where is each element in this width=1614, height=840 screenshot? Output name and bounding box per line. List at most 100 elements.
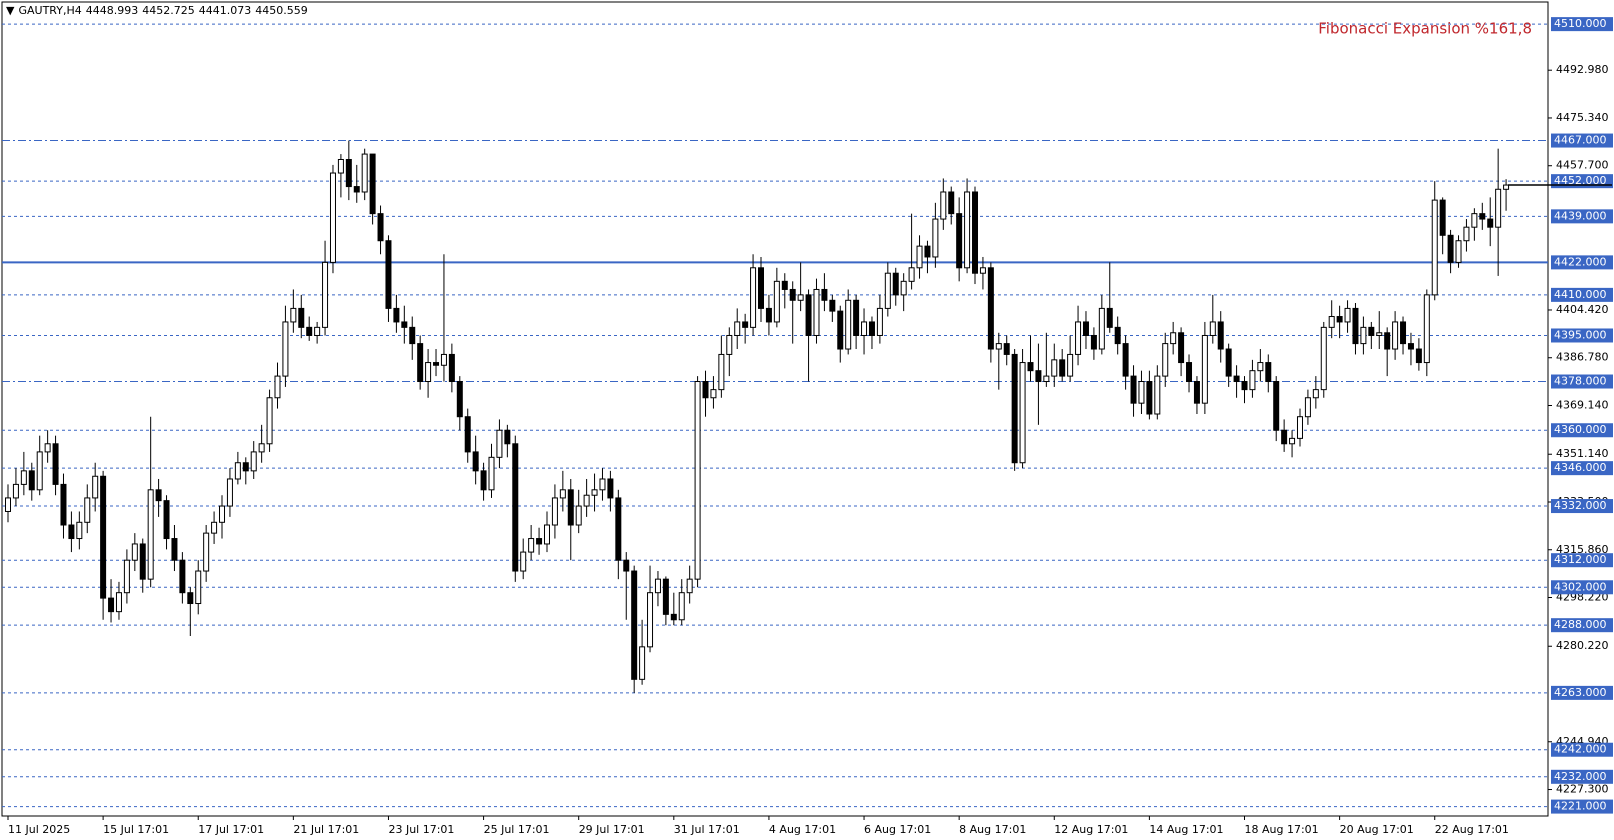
candle-body bbox=[1495, 188, 1502, 228]
candle-body bbox=[456, 381, 463, 418]
level-label-box bbox=[1551, 580, 1613, 595]
candle-body bbox=[1463, 226, 1470, 242]
candle-body bbox=[401, 321, 408, 328]
candle-body bbox=[203, 532, 210, 572]
level-label-box bbox=[1551, 209, 1613, 224]
candle-body bbox=[1376, 332, 1383, 336]
candle-body bbox=[948, 191, 955, 215]
candle-body bbox=[972, 191, 979, 274]
candle-body bbox=[861, 321, 868, 336]
candle-body bbox=[599, 478, 606, 491]
level-label: 4395.000 bbox=[1554, 328, 1607, 341]
candles bbox=[5, 140, 1510, 693]
candle-body bbox=[219, 505, 226, 523]
candle-body bbox=[956, 213, 963, 269]
candle-body bbox=[52, 443, 59, 485]
candle-body bbox=[924, 245, 931, 258]
candle-body bbox=[1328, 316, 1335, 328]
candle-body bbox=[678, 592, 685, 621]
candle-body bbox=[758, 267, 764, 309]
candle-body bbox=[1225, 348, 1232, 377]
candle-body bbox=[520, 551, 527, 572]
candle-body bbox=[805, 294, 812, 336]
candle-body bbox=[464, 416, 471, 453]
candle-body bbox=[1344, 307, 1351, 323]
candle-body bbox=[892, 272, 899, 296]
candle-body bbox=[68, 524, 75, 540]
candle-body bbox=[1106, 307, 1113, 328]
candle-body bbox=[108, 597, 115, 613]
candle-body bbox=[813, 288, 820, 336]
candle-body bbox=[1400, 321, 1407, 345]
candle-body bbox=[377, 213, 384, 242]
x-tick-label: 29 Jul 17:01 bbox=[579, 823, 645, 836]
candle-body bbox=[1003, 343, 1010, 355]
candle-body bbox=[1487, 218, 1494, 228]
level-label: 4332.000 bbox=[1554, 499, 1607, 512]
y-tick-label: 4369.140 bbox=[1556, 398, 1609, 411]
candle-body bbox=[488, 456, 495, 491]
x-tick-label: 25 Jul 17:01 bbox=[484, 823, 550, 836]
x-tick-label: 4 Aug 17:01 bbox=[769, 823, 836, 836]
candle-body bbox=[155, 489, 162, 502]
candle-body bbox=[36, 451, 43, 491]
candle-body bbox=[726, 334, 733, 355]
candle-body bbox=[139, 543, 146, 580]
level-label: 4422.000 bbox=[1554, 255, 1607, 268]
candle-body bbox=[1075, 321, 1082, 355]
level-label-box bbox=[1551, 553, 1613, 568]
y-tick-label: 4351.140 bbox=[1556, 447, 1609, 460]
candle-body bbox=[631, 570, 638, 680]
candle-body bbox=[1455, 240, 1462, 263]
x-tick-label: 18 Aug 17:01 bbox=[1245, 823, 1319, 836]
candle-body bbox=[480, 470, 487, 491]
level-label: 4312.000 bbox=[1554, 553, 1607, 566]
high: 4452.725 bbox=[142, 4, 195, 17]
candle-body bbox=[647, 592, 654, 648]
candle-body bbox=[12, 483, 19, 499]
candle-body bbox=[211, 521, 218, 534]
y-tick-label: 4492.980 bbox=[1556, 63, 1609, 76]
candle-body bbox=[417, 343, 424, 383]
candle-body bbox=[1170, 332, 1177, 345]
candle-body bbox=[337, 158, 344, 174]
candle-body bbox=[710, 389, 717, 399]
level-label: 4302.000 bbox=[1554, 580, 1607, 593]
level-label: 4232.000 bbox=[1554, 770, 1607, 783]
candle-body bbox=[258, 443, 265, 453]
candle-body bbox=[1178, 332, 1185, 364]
candle-body bbox=[1051, 359, 1058, 377]
candle-body bbox=[512, 443, 519, 572]
candle-body bbox=[187, 592, 194, 605]
candle-body bbox=[1019, 362, 1026, 464]
candle-body bbox=[226, 478, 233, 507]
y-tick-label: 4280.220 bbox=[1556, 639, 1609, 652]
candle-body bbox=[84, 497, 91, 523]
candle-body bbox=[409, 326, 416, 345]
candle-body bbox=[1320, 326, 1327, 391]
candle-body bbox=[1241, 381, 1248, 391]
candle-body bbox=[1471, 213, 1478, 228]
candle-body bbox=[583, 494, 590, 507]
candle-body bbox=[250, 451, 257, 472]
level-label-box bbox=[1551, 769, 1613, 784]
candle-body bbox=[987, 267, 994, 350]
candle-body bbox=[797, 294, 804, 301]
candle-body bbox=[361, 153, 368, 193]
candle-body bbox=[995, 343, 1002, 350]
candle-body bbox=[1090, 334, 1097, 350]
candle-body bbox=[1439, 199, 1446, 236]
level-label-box bbox=[1551, 799, 1613, 814]
candle-body bbox=[662, 578, 669, 615]
candle-body bbox=[1384, 332, 1391, 350]
candle-body bbox=[654, 578, 661, 594]
candle-body bbox=[1249, 370, 1256, 391]
candle-body bbox=[615, 497, 622, 561]
level-label-box bbox=[1551, 618, 1613, 633]
y-tick-label: 4404.420 bbox=[1556, 303, 1609, 316]
candle-body bbox=[559, 489, 566, 499]
candle-body bbox=[932, 218, 939, 258]
candle-body bbox=[868, 321, 875, 336]
collapse-icon[interactable]: ▼ bbox=[6, 4, 15, 17]
